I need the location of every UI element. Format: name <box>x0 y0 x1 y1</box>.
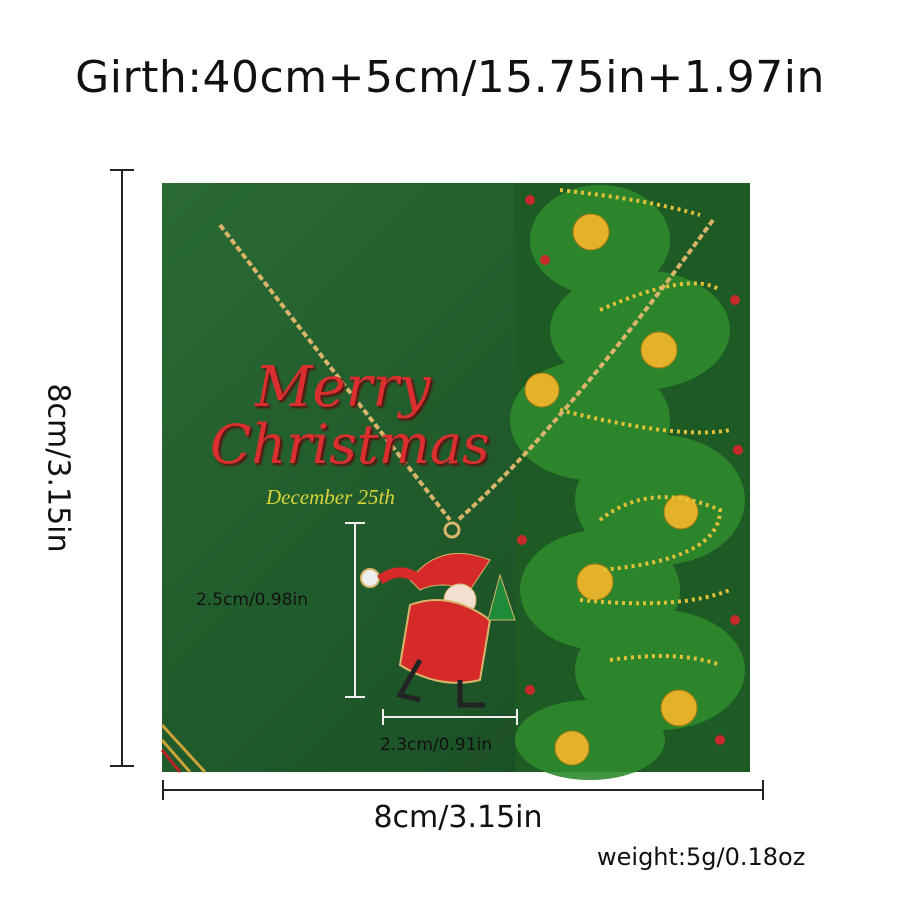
card-greeting-christmas: Christmas <box>210 413 490 476</box>
gift-card <box>160 183 750 780</box>
garland-image <box>510 183 750 780</box>
card-width-label: 8cm/3.15in <box>373 800 543 835</box>
card-greeting-merry: Merry <box>255 355 431 420</box>
card-width-dimension-line <box>162 780 764 800</box>
girth-caption: Girth:40cm+5cm/15.75in+1.97in <box>75 52 825 103</box>
card-date: December 25th <box>266 485 395 509</box>
pendant-height-label: 2.5cm/0.98in <box>196 590 309 610</box>
pendant-height-dimension-line <box>345 522 365 698</box>
pendant-width-label: 2.3cm/0.91in <box>380 735 493 755</box>
card-height-dimension-line <box>110 169 134 767</box>
pendant-width-dimension-line <box>382 709 518 725</box>
card-height-label: 8cm/3.15in <box>40 383 76 553</box>
weight-label: weight:5g/0.18oz <box>597 843 806 871</box>
santa-pendant <box>360 521 516 708</box>
necklace-chain <box>218 218 715 522</box>
